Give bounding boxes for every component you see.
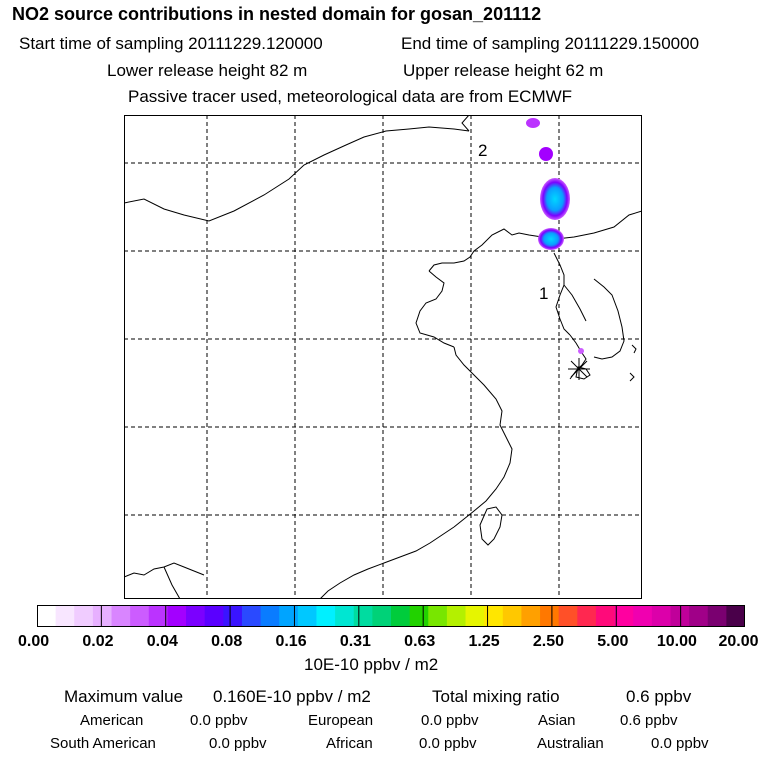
tracer-note: Passive tracer used, meteorological data… [128, 87, 573, 106]
colorbar-swatch [353, 605, 373, 627]
colorbar-swatch [409, 605, 429, 627]
start-time: Start time of sampling 20111229.120000 [19, 34, 323, 53]
colorbar-tick-label: 0.00 [18, 633, 50, 650]
colorbar-tick-label: 2.50 [532, 633, 565, 650]
colorbar-tick-label: 5.00 [597, 633, 629, 650]
colorbar-swatch [577, 605, 597, 627]
colorbar-swatch [465, 605, 485, 627]
colorbar-swatch [707, 605, 727, 627]
colorbar-swatch [260, 605, 280, 627]
colorbar-tick-label: 0.16 [275, 633, 307, 650]
colorbar-border [37, 605, 745, 627]
point-label-1: 1 [539, 284, 548, 303]
map-panel: 2 1 [124, 115, 642, 599]
colorbar-swatch [111, 605, 131, 627]
colorbar-swatch [279, 605, 299, 627]
colorbar-swatch [540, 605, 560, 627]
colorbar-tick-label: 0.02 [82, 633, 114, 650]
region-value: 0.0 ppbv [421, 712, 479, 729]
region-value: 0.0 ppbv [419, 735, 477, 752]
colorbar-swatch [595, 605, 616, 627]
total-label: Total mixing ratio [432, 687, 560, 706]
point-label-2: 2 [478, 141, 487, 160]
colorbar-swatch [558, 605, 578, 627]
colorbar-swatch [92, 605, 113, 627]
colorbar-swatch [446, 605, 467, 627]
colorbar-swatch [297, 605, 317, 627]
receptor-marker [568, 358, 590, 380]
region-name: Asian [538, 712, 576, 729]
region-value: 0.6 ppbv [620, 712, 678, 729]
region-name: Australian [537, 735, 604, 752]
colorbar-swatch [391, 605, 411, 627]
colorbar-swatch [167, 605, 187, 627]
colorbar-swatch [521, 605, 541, 627]
colorbar-swatch [689, 605, 709, 627]
colorbar-swatch [223, 605, 243, 627]
colorbar-swatch [130, 605, 150, 627]
lower-release-height: Lower release height 82 m [107, 61, 308, 80]
colorbar-swatch [55, 605, 75, 627]
page-title: NO2 source contributions in nested domai… [12, 4, 542, 24]
colorbar-swatch [148, 605, 168, 627]
colorbar-swatch [614, 605, 634, 627]
upper-release-height: Upper release height 62 m [403, 61, 604, 80]
colorbar-swatch [37, 605, 57, 627]
colorbar-unit: 10E-10 ppbv / m2 [304, 655, 439, 674]
max-label: Maximum value [64, 687, 184, 706]
colorbar-swatch [74, 605, 94, 627]
end-time: End time of sampling 20111229.150000 [401, 34, 700, 53]
max-value: 0.160E-10 ppbv / m2 [213, 687, 371, 706]
colorbar-tick-label: 0.63 [404, 633, 436, 650]
colorbar-swatch [316, 605, 336, 627]
colorbar-swatch [372, 605, 392, 627]
colorbar-tick-label: 0.04 [146, 633, 178, 650]
region-name: South American [50, 735, 156, 752]
colorbar-swatch [670, 605, 690, 627]
colorbar-tick-label: 10.00 [656, 633, 697, 650]
colorbar-tick-label: 20.00 [718, 633, 759, 650]
colorbar-swatch [651, 605, 671, 627]
region-name: American [80, 712, 144, 729]
colorbar-swatch [428, 605, 448, 627]
region-value: 0.0 ppbv [190, 712, 248, 729]
colorbar-tick-label: 0.31 [339, 633, 371, 650]
colorbar-tick-label: 1.25 [468, 633, 500, 650]
colorbar-tick-label: 0.08 [211, 633, 243, 650]
region-name: European [308, 712, 374, 729]
colorbar-swatch [502, 605, 522, 627]
region-value: 0.0 ppbv [651, 735, 709, 752]
region-name: African [326, 735, 373, 752]
colorbar-swatch [484, 605, 504, 627]
colorbar-swatch [186, 605, 206, 627]
colorbar-swatch [241, 605, 262, 627]
colorbar [37, 605, 745, 627]
coastlines [124, 115, 642, 599]
colorbar-swatch [726, 605, 745, 627]
concentration-plume [526, 118, 584, 354]
total-value: 0.6 ppbv [626, 687, 692, 706]
region-value: 0.0 ppbv [209, 735, 267, 752]
colorbar-swatch [633, 605, 653, 627]
colorbar-swatch [335, 605, 355, 627]
colorbar-swatch [204, 605, 224, 627]
